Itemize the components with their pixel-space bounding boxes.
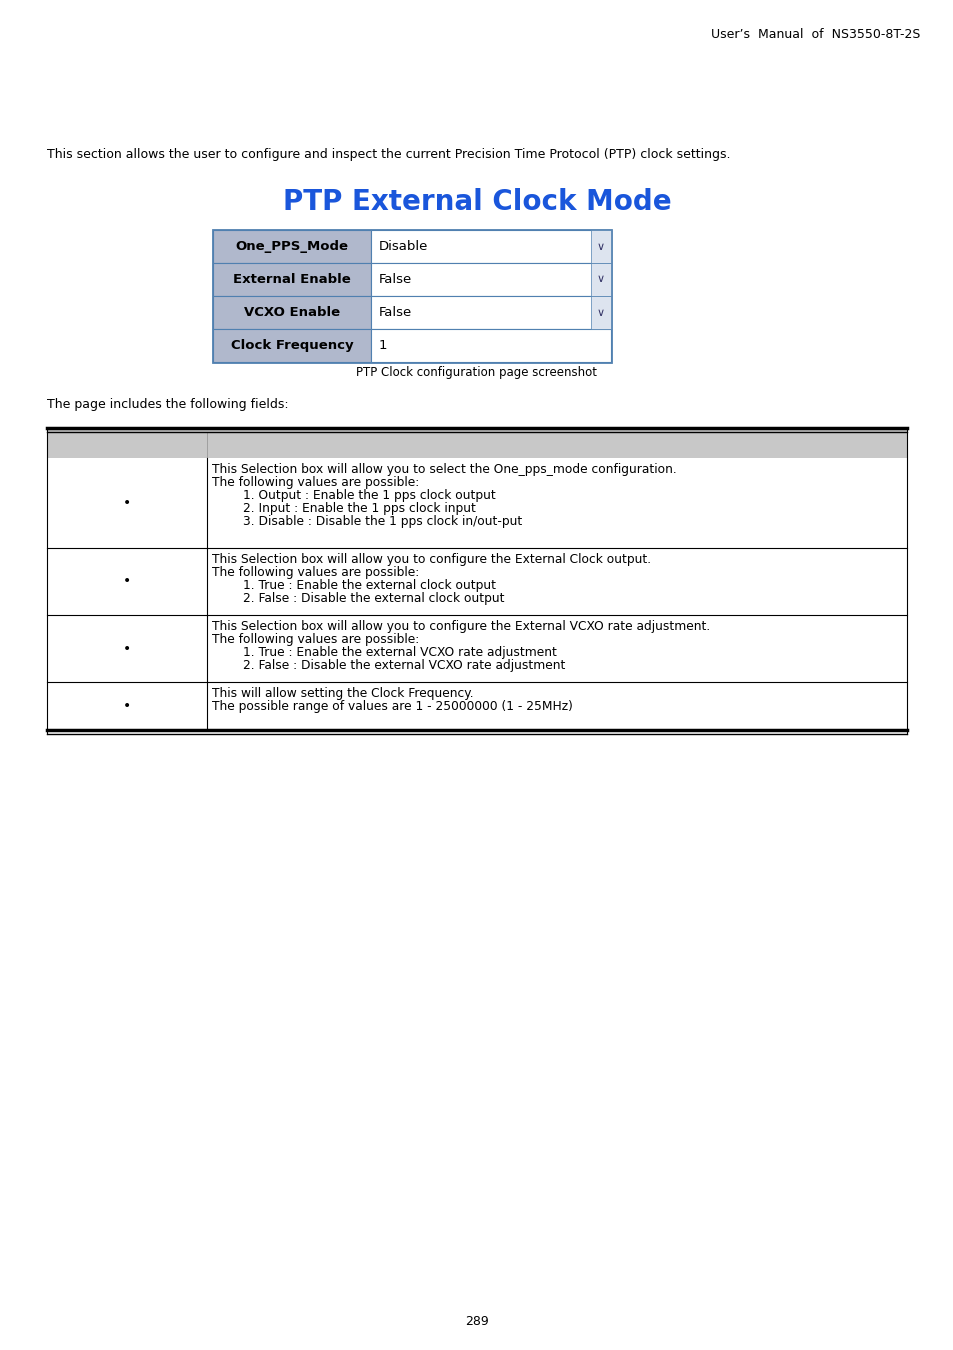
Text: The possible range of values are 1 - 25000000 (1 - 25MHz): The possible range of values are 1 - 250… bbox=[212, 701, 572, 713]
Text: VCXO Enable: VCXO Enable bbox=[244, 306, 339, 319]
Text: This Selection box will allow you to configure the External VCXO rate adjustment: This Selection box will allow you to con… bbox=[212, 620, 709, 633]
Bar bbox=[590, 230, 610, 263]
Text: PTP External Clock Mode: PTP External Clock Mode bbox=[282, 188, 671, 216]
Bar bbox=[213, 230, 371, 263]
Bar bbox=[371, 263, 610, 296]
Text: ∨: ∨ bbox=[597, 274, 604, 285]
Text: This section allows the user to configure and inspect the current Precision Time: This section allows the user to configur… bbox=[47, 148, 730, 161]
Bar bbox=[213, 296, 371, 329]
Text: •: • bbox=[123, 575, 131, 589]
Bar bbox=[371, 230, 610, 263]
Text: Disable: Disable bbox=[378, 240, 428, 252]
Text: 3. Disable : Disable the 1 pps clock in/out-put: 3. Disable : Disable the 1 pps clock in/… bbox=[212, 514, 521, 528]
Text: •: • bbox=[123, 699, 131, 713]
Bar bbox=[213, 329, 371, 362]
Text: ∨: ∨ bbox=[597, 242, 604, 251]
Text: 1. True : Enable the external VCXO rate adjustment: 1. True : Enable the external VCXO rate … bbox=[212, 647, 557, 659]
Bar bbox=[213, 263, 371, 296]
Text: This Selection box will allow you to configure the External Clock output.: This Selection box will allow you to con… bbox=[212, 554, 651, 566]
Bar bbox=[590, 263, 610, 296]
Bar bbox=[213, 230, 610, 362]
Text: The following values are possible:: The following values are possible: bbox=[212, 477, 418, 489]
Text: 1: 1 bbox=[378, 339, 387, 352]
Text: The following values are possible:: The following values are possible: bbox=[212, 566, 418, 579]
Text: 2. False : Disable the external clock output: 2. False : Disable the external clock ou… bbox=[212, 593, 504, 605]
Text: 1. True : Enable the external clock output: 1. True : Enable the external clock outp… bbox=[212, 579, 496, 593]
Text: 289: 289 bbox=[465, 1315, 488, 1328]
Text: PTP Clock configuration page screenshot: PTP Clock configuration page screenshot bbox=[356, 366, 597, 379]
Bar bbox=[590, 296, 610, 329]
Text: The page includes the following fields:: The page includes the following fields: bbox=[47, 398, 289, 410]
Text: Clock Frequency: Clock Frequency bbox=[231, 339, 353, 352]
Text: False: False bbox=[378, 306, 412, 319]
Text: 1. Output : Enable the 1 pps clock output: 1. Output : Enable the 1 pps clock outpu… bbox=[212, 489, 496, 502]
Text: The following values are possible:: The following values are possible: bbox=[212, 633, 418, 647]
Bar bbox=[371, 296, 610, 329]
Text: 2. False : Disable the external VCXO rate adjustment: 2. False : Disable the external VCXO rat… bbox=[212, 659, 565, 672]
Bar bbox=[371, 329, 610, 362]
Text: •: • bbox=[123, 641, 131, 656]
Text: •: • bbox=[123, 495, 131, 510]
Text: External Enable: External Enable bbox=[233, 273, 351, 286]
Text: ∨: ∨ bbox=[597, 308, 604, 317]
Text: False: False bbox=[378, 273, 412, 286]
Text: This Selection box will allow you to select the One_pps_mode configuration.: This Selection box will allow you to sel… bbox=[212, 463, 676, 477]
Text: 2. Input : Enable the 1 pps clock input: 2. Input : Enable the 1 pps clock input bbox=[212, 502, 476, 514]
Text: One_PPS_Mode: One_PPS_Mode bbox=[235, 240, 348, 252]
Text: This will allow setting the Clock Frequency.: This will allow setting the Clock Freque… bbox=[212, 687, 473, 701]
Text: User’s  Manual  of  NS3550-8T-2S: User’s Manual of NS3550-8T-2S bbox=[710, 28, 919, 40]
Bar bbox=[47, 428, 906, 458]
